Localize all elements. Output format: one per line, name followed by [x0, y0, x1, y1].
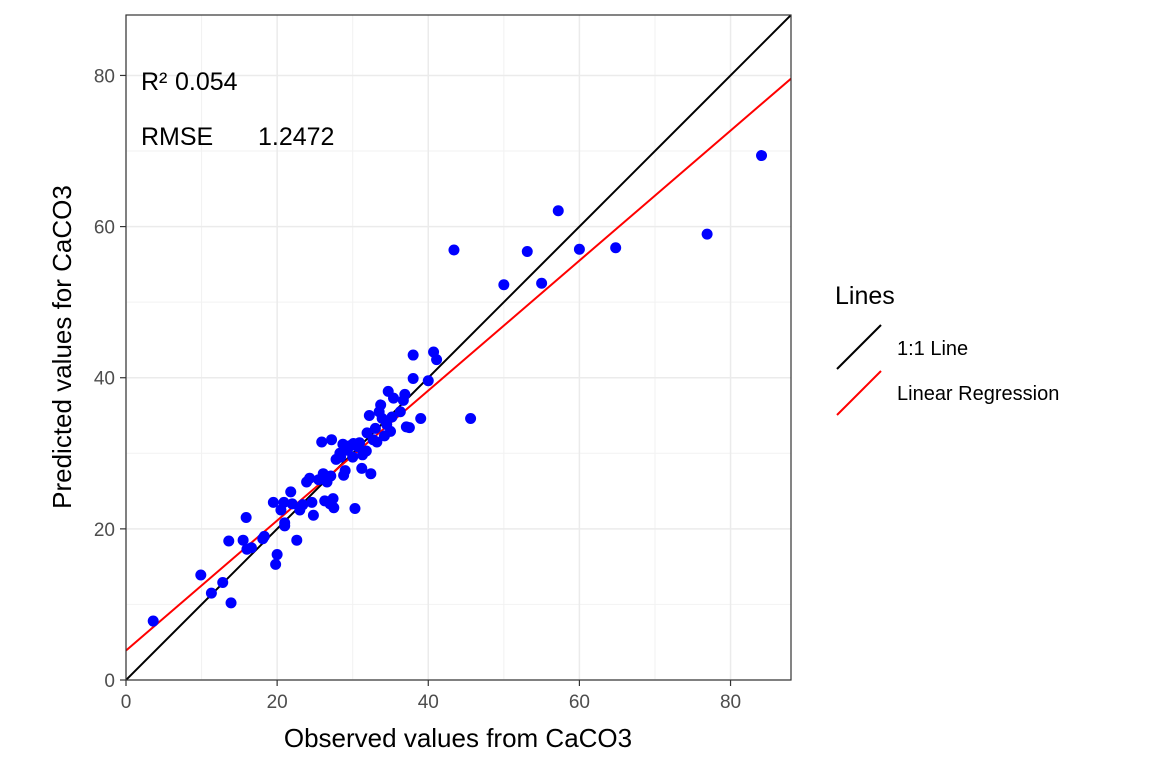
data-point: [431, 354, 443, 366]
data-point: [147, 615, 159, 627]
data-point: [386, 411, 398, 423]
legend: Lines 1:1 Line Linear Regression: [835, 282, 1059, 416]
data-point: [328, 502, 340, 514]
data-point: [521, 246, 533, 258]
x-tick-label: 80: [720, 692, 741, 713]
rmse-value: 1.2472: [258, 123, 334, 151]
data-point: [701, 228, 713, 240]
data-point: [399, 388, 411, 400]
data-point: [756, 150, 768, 162]
data-point: [205, 587, 217, 599]
data-point: [347, 451, 359, 463]
data-point: [552, 205, 564, 217]
legend-title: Lines: [835, 282, 895, 310]
legend-label-1to1-line: 1:1 Line: [897, 338, 968, 360]
stats-annotation: R² 0.054 RMSE 1.2472: [141, 68, 334, 151]
r2-value: 0.054: [175, 68, 238, 96]
x-tick-label: 60: [569, 692, 590, 713]
data-point: [306, 496, 318, 508]
rmse-label: RMSE: [141, 123, 213, 151]
data-point: [327, 493, 339, 505]
data-point: [258, 530, 270, 542]
plot-panel-border: [125, 14, 792, 681]
y-tick-label: 80: [94, 66, 115, 87]
data-point: [388, 392, 400, 404]
y-tick-label: 20: [94, 520, 115, 541]
data-points: [147, 150, 768, 627]
data-point: [307, 509, 319, 521]
fit-lines: [126, 15, 791, 680]
x-tick-label: 0: [121, 692, 132, 713]
y-tick-label: 0: [104, 671, 115, 692]
data-point: [407, 349, 419, 361]
data-point: [217, 577, 229, 589]
data-point: [371, 436, 383, 448]
1-1-line-line: [126, 15, 791, 680]
data-point: [245, 542, 257, 554]
data-point: [394, 406, 406, 418]
data-point: [369, 422, 381, 434]
x-tick-label: 20: [267, 692, 288, 713]
data-point: [349, 502, 361, 514]
data-point: [498, 279, 510, 291]
legend-key-linear-regression: [836, 370, 882, 416]
data-point: [237, 534, 249, 546]
data-point: [403, 422, 415, 434]
data-point: [356, 462, 368, 474]
data-point: [291, 534, 303, 546]
legend-key-1to1-line: [836, 324, 882, 370]
y-tick-label: 60: [94, 218, 115, 239]
data-point: [422, 375, 434, 387]
data-point: [279, 520, 291, 532]
data-point: [278, 496, 290, 508]
y-axis-title: Predicted values for CaCO3: [47, 185, 77, 509]
linear-regression-line: [126, 77, 791, 652]
data-point: [448, 244, 460, 256]
data-point: [407, 372, 419, 384]
data-point: [223, 535, 235, 547]
data-point: [225, 597, 237, 609]
data-point: [304, 472, 316, 484]
data-point: [339, 465, 351, 477]
data-point: [610, 242, 622, 254]
r2-label: R²: [141, 68, 167, 96]
data-point: [360, 445, 372, 457]
data-point: [384, 425, 396, 437]
data-point: [271, 549, 283, 561]
y-tick-label: 40: [94, 369, 115, 390]
data-point: [465, 413, 477, 425]
axis-ticks: 0 20 40 60 80 0 20 40 60 80: [94, 66, 741, 713]
data-point: [415, 413, 427, 425]
data-point: [267, 496, 279, 508]
data-point: [316, 436, 328, 448]
data-point: [335, 451, 347, 463]
data-point: [270, 558, 282, 570]
data-point: [325, 470, 337, 482]
data-point: [326, 434, 338, 446]
data-point: [375, 399, 387, 411]
data-point: [536, 277, 548, 289]
data-point: [573, 243, 585, 255]
data-point: [195, 569, 207, 581]
data-point: [285, 486, 297, 498]
x-axis-title: Observed values from CaCO3: [284, 723, 632, 753]
data-point: [363, 410, 375, 422]
legend-label-linear-regression: Linear Regression: [897, 383, 1059, 405]
data-point: [297, 499, 309, 511]
data-point: [354, 437, 366, 449]
x-tick-label: 40: [418, 692, 439, 713]
data-point: [365, 468, 377, 480]
data-point: [286, 498, 298, 510]
data-point: [240, 512, 252, 524]
